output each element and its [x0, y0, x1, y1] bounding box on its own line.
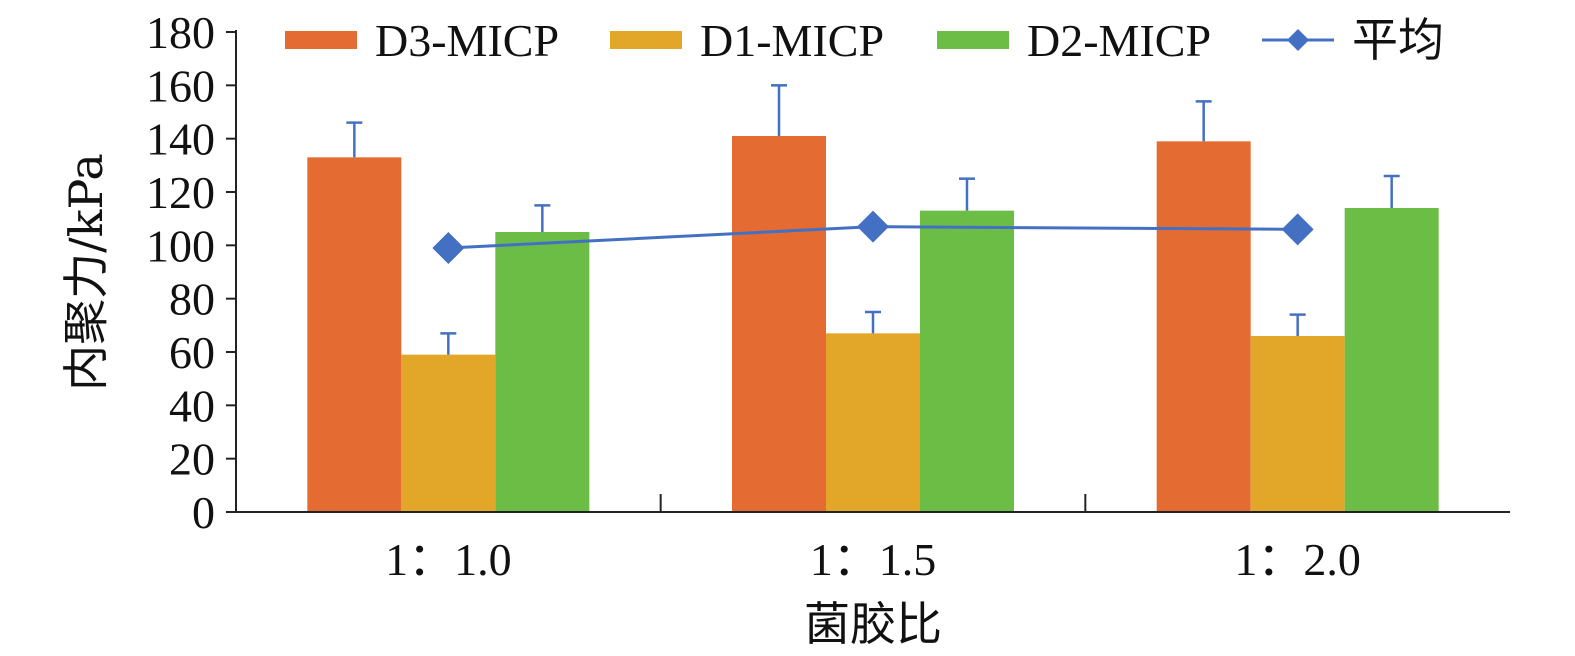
x-tick-label-1: 1：1.0: [385, 534, 512, 585]
error-bars-group: [346, 84, 1400, 355]
y-axis-title: 内聚力/kPa: [59, 153, 113, 391]
y-tick-label-40: 40: [169, 380, 215, 431]
bar-d1-micp-2: [826, 333, 920, 512]
x-tick-label-2: 1：1.5: [810, 534, 937, 585]
legend-swatch-d2-micp: [937, 31, 1009, 49]
y-tick-label-0: 0: [192, 487, 215, 538]
bar-d2-micp-3: [1344, 208, 1439, 512]
axes: [226, 30, 1510, 513]
bar-d1-micp-1: [401, 354, 496, 512]
bars-group: [307, 136, 1439, 513]
y-tick-label-80: 80: [169, 274, 215, 325]
bar-d3-micp-3: [1156, 141, 1251, 513]
y-tick-label-100: 100: [146, 220, 215, 271]
bar-d2-micp-2: [920, 210, 1014, 512]
legend-label-average: 平均: [1352, 15, 1444, 66]
bar-d1-micp-3: [1250, 336, 1345, 512]
average-marker-3: [1281, 213, 1314, 246]
legend: D3-MICP D1-MICP D2-MICP 平均: [285, 15, 1444, 66]
y-tick-label-160: 160: [146, 60, 215, 111]
y-tick-label-180: 180: [146, 7, 215, 58]
x-axis-title: 菌胶比: [804, 597, 942, 651]
x-tick-label-3: 1：2.0: [1234, 534, 1361, 585]
bar-d2-micp-1: [495, 232, 590, 512]
legend-marker-average: [1287, 29, 1309, 51]
legend-label-d2-micp: D2-MICP: [1027, 15, 1211, 66]
average-marker-1: [432, 232, 465, 264]
legend-swatch-d1-micp: [610, 31, 682, 49]
bar-d3-micp-2: [732, 136, 826, 512]
x-tick-labels: 1：1.0 1：1.5 1：2.0: [385, 534, 1361, 585]
y-tick-label-60: 60: [169, 327, 215, 378]
legend-label-d3-micp: D3-MICP: [375, 15, 559, 66]
y-tick-label-120: 120: [146, 167, 215, 218]
legend-label-d1-micp: D1-MICP: [700, 15, 884, 66]
y-tick-label-140: 140: [146, 114, 215, 165]
average-marker-2: [857, 210, 889, 243]
y-tick-label-20: 20: [169, 434, 215, 485]
legend-swatch-d3-micp: [285, 31, 357, 49]
bar-d3-micp-1: [307, 157, 402, 513]
average-line-group: [432, 210, 1314, 264]
